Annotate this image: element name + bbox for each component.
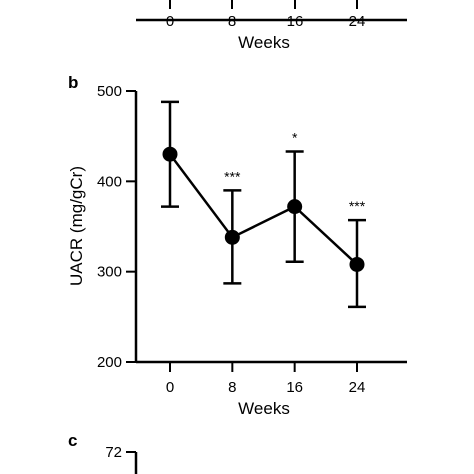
- y-axis-title: UACR (mg/gCr): [67, 166, 86, 286]
- data-point: [224, 229, 240, 245]
- panel-a-x-tick-label: 24: [349, 13, 366, 30]
- data-point: [162, 146, 178, 162]
- panel-c-y-tick-label: 72: [105, 444, 122, 461]
- x-tick-label: 16: [286, 379, 303, 396]
- panel-b-label: b: [68, 73, 78, 92]
- data-point: [349, 256, 365, 272]
- panel-a-x-tick-label: 16: [287, 13, 304, 30]
- significance-label: ***: [349, 198, 366, 214]
- panel-a-x-tick-label: 8: [228, 13, 236, 30]
- panel-a-x-axis-title: Weeks: [238, 33, 290, 52]
- data-point: [287, 199, 303, 215]
- x-tick-label: 24: [349, 379, 366, 396]
- series-line: [169, 153, 358, 266]
- significance-label: *: [292, 130, 298, 146]
- panel-c-label: c: [68, 431, 77, 450]
- panel-a: 0 8 16 24 Weeks: [136, 0, 407, 52]
- panel-b: b UACR (mg/gCr) 200 300 400 500 0 8 16 24 Week…: [67, 73, 407, 418]
- x-ticks: 0 8 16 24: [166, 362, 366, 396]
- y-tick-label: 200: [97, 354, 122, 371]
- y-tick-label: 300: [97, 264, 122, 281]
- y-tick-label: 400: [97, 173, 122, 190]
- x-tick-label: 0: [166, 379, 174, 396]
- y-tick-label: 500: [97, 83, 122, 100]
- x-tick-label: 8: [228, 379, 236, 396]
- x-axis-title: Weeks: [238, 399, 290, 418]
- panel-c: c 72: [68, 431, 138, 474]
- series: *******: [161, 100, 366, 309]
- y-ticks: 200 300 400 500: [97, 83, 136, 371]
- panel-a-x-tick-label: 0: [166, 13, 174, 30]
- significance-label: ***: [224, 168, 241, 184]
